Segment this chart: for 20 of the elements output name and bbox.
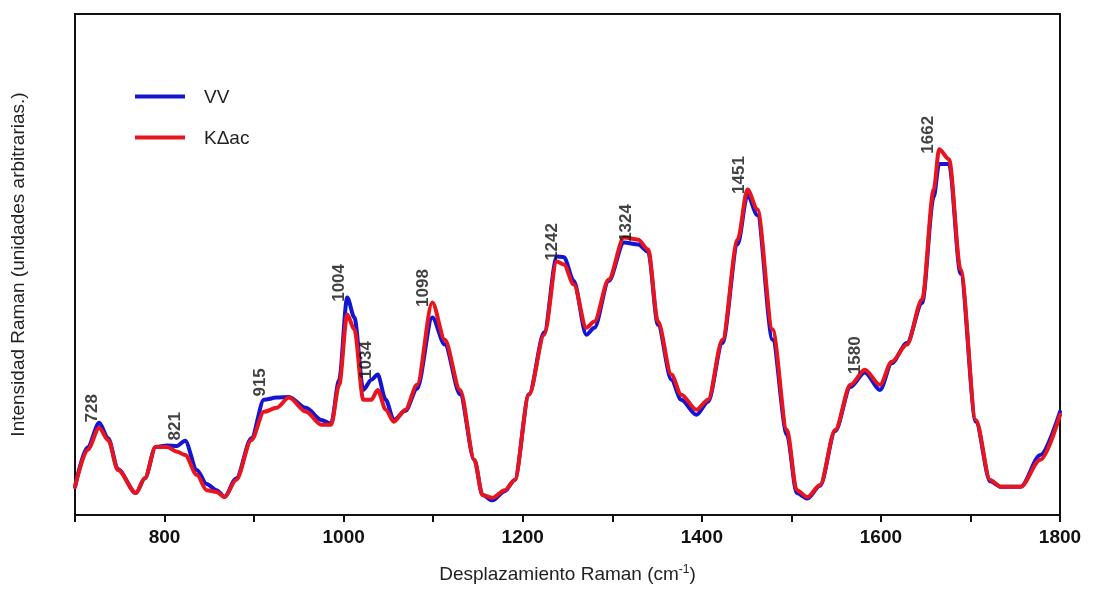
annotation: 915 [249,368,269,397]
x-tick-label: 1400 [680,526,723,547]
annotation: 1662 [918,115,938,154]
annotation: 1580 [845,336,864,375]
x-tick-label: 800 [148,526,181,547]
y-axis-title: Intensidad Raman (unidades arbitrarias.) [7,92,28,437]
legend-label: KΔac [204,127,250,148]
annotation: 1034 [356,340,376,379]
annotation: 1242 [542,223,562,261]
x-tick-label: 1800 [1038,526,1082,547]
annotation: 1098 [413,269,433,307]
annotation: 1324 [615,203,635,242]
x-tick-label: 1200 [501,526,544,547]
legend-label: VV [204,86,230,107]
x-tick-label: 1000 [322,526,365,547]
annotation: 821 [165,412,185,441]
x-tick-label: 1600 [859,526,903,547]
annotation: 728 [82,394,102,423]
annotation: 1451 [729,156,749,194]
annotation: 1004 [329,263,349,302]
